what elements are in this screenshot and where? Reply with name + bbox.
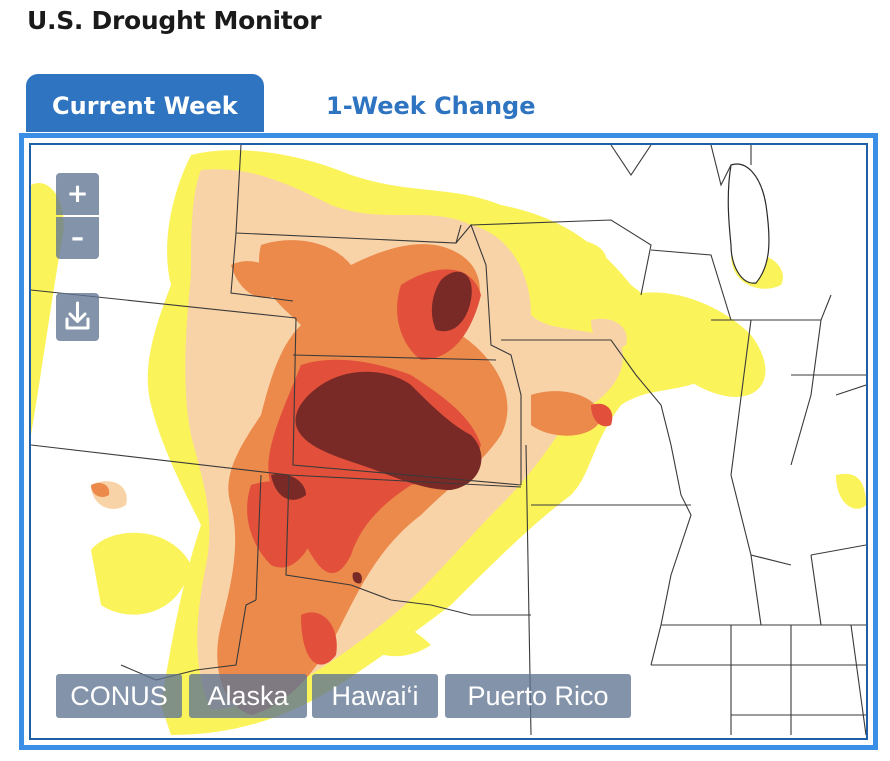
region-button-conus[interactable]: CONUS [56, 674, 182, 718]
lake-michigan [727, 163, 770, 284]
map-viewport[interactable]: + – CONUS Alaska Hawai‘i Puerto Rico [29, 143, 868, 740]
map-container: + – CONUS Alaska Hawai‘i Puerto Rico [19, 133, 878, 750]
zoom-out-button[interactable]: – [56, 217, 99, 259]
zoom-in-button[interactable]: + [56, 173, 99, 215]
page-title: U.S. Drought Monitor [27, 6, 322, 35]
drought-map[interactable] [31, 145, 866, 740]
download-icon [65, 301, 90, 330]
region-button-hawaii[interactable]: Hawai‘i [312, 674, 438, 718]
tab-1-week-change[interactable]: 1-Week Change [326, 92, 536, 120]
state-boundaries [31, 145, 866, 736]
download-button[interactable] [56, 293, 99, 341]
tab-current-week[interactable]: Current Week [26, 74, 264, 132]
region-button-alaska[interactable]: Alaska [189, 674, 307, 718]
tab-bar: Current Week 1-Week Change [26, 74, 876, 134]
region-button-puerto-rico[interactable]: Puerto Rico [445, 674, 631, 718]
